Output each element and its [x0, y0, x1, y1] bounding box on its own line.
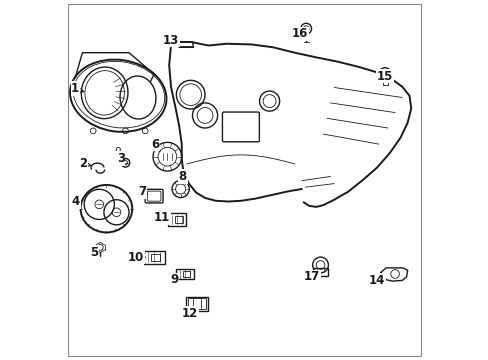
- Text: 10: 10: [128, 251, 145, 264]
- Text: 4: 4: [72, 195, 81, 208]
- Text: 7: 7: [138, 185, 147, 198]
- Text: 11: 11: [154, 211, 170, 224]
- Bar: [176, 269, 194, 279]
- Text: 12: 12: [182, 306, 198, 320]
- Text: 5: 5: [90, 246, 99, 259]
- Bar: [151, 253, 160, 261]
- Text: 1: 1: [71, 82, 83, 95]
- Bar: [183, 271, 190, 277]
- Text: 6: 6: [151, 138, 160, 152]
- Bar: [175, 216, 183, 223]
- Text: 15: 15: [376, 69, 392, 82]
- Bar: [143, 251, 164, 264]
- Text: 17: 17: [303, 270, 319, 283]
- Text: 14: 14: [368, 274, 385, 287]
- Bar: [186, 297, 207, 311]
- Text: 16: 16: [291, 27, 307, 40]
- Bar: [188, 298, 206, 309]
- Text: 9: 9: [170, 273, 178, 286]
- Text: 13: 13: [163, 33, 179, 47]
- Bar: [313, 268, 327, 276]
- Text: 8: 8: [178, 170, 186, 183]
- Text: 2: 2: [79, 157, 91, 170]
- Bar: [168, 213, 185, 226]
- Text: 3: 3: [117, 152, 124, 165]
